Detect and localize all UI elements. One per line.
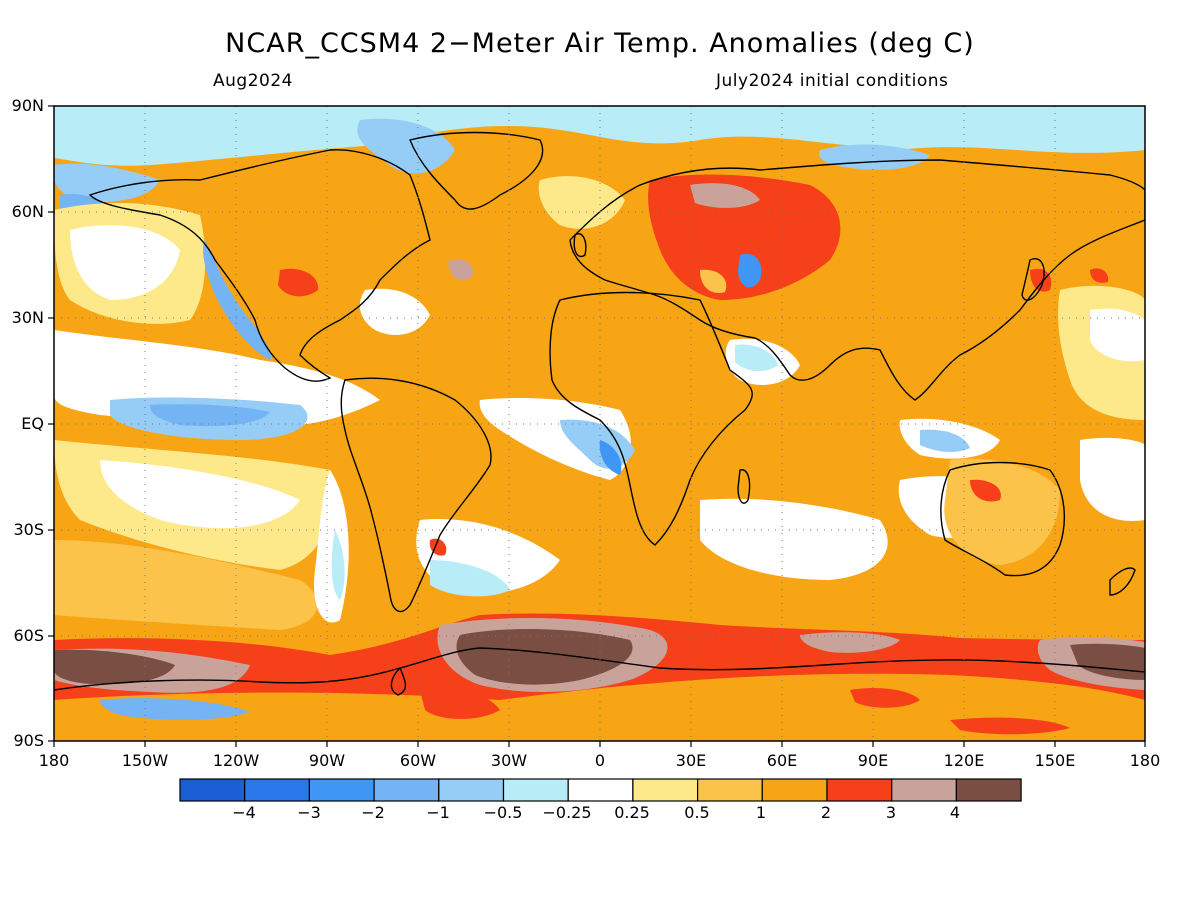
lat-label-90n: 90N (11, 96, 44, 115)
colorbar-label-m2: −2 (361, 803, 385, 822)
lon-label-90w: 90W (308, 751, 346, 770)
colorbar-label-m3: −3 (297, 803, 321, 822)
lon-label-30w: 30W (490, 751, 528, 770)
colorbar-swatch (826, 778, 893, 802)
colorbar-swatch (761, 778, 828, 802)
lat-label-90s: 90S (13, 731, 44, 750)
colorbar-swatch (179, 778, 246, 802)
graticule (54, 106, 1145, 741)
colorbar-swatch (308, 778, 375, 802)
colorbar-swatch (567, 778, 634, 802)
lon-label-180e: 180 (1129, 751, 1161, 770)
lon-label-60w: 60W (399, 751, 437, 770)
lon-label-120e: 120E (943, 751, 985, 770)
colorbar-label-m025: −0.25 (542, 803, 592, 822)
colorbar-label-05: 0.5 (684, 803, 710, 822)
colorbar (179, 778, 1022, 802)
colorbar-label-m1: −1 (426, 803, 450, 822)
lon-label-150e: 150E (1034, 751, 1076, 770)
lon-label-120w: 120W (212, 751, 260, 770)
lon-label-60e: 60E (766, 751, 798, 770)
colorbar-swatch (438, 778, 505, 802)
colorbar-label-4: 4 (949, 803, 961, 822)
colorbar-swatch (373, 778, 440, 802)
colorbar-label-m4: −4 (232, 803, 256, 822)
lon-label-150w: 150W (121, 751, 169, 770)
axis-ticks (48, 105, 1146, 747)
colorbar-label-2: 2 (820, 803, 832, 822)
coastlines (54, 131, 1145, 696)
colorbar-swatch (891, 778, 958, 802)
initial-conditions: July2024 initial conditions (716, 71, 949, 91)
colorbar-swatch (696, 778, 763, 802)
lon-label-90e: 90E (857, 751, 889, 770)
lat-label-60s: 60S (13, 626, 44, 645)
colorbar-label-m05: −0.5 (483, 803, 523, 822)
colorbar-swatch (244, 778, 310, 802)
colorbar-label-3: 3 (885, 803, 897, 822)
colorbar-swatch (502, 778, 569, 802)
lat-label-30n: 30N (11, 308, 44, 327)
lat-label-eq: EQ (21, 414, 44, 433)
forecast-month: Aug2024 (213, 71, 293, 91)
lon-label-180w: 180 (38, 751, 70, 770)
colorbar-swatch (955, 778, 1022, 802)
colorbar-swatch (632, 778, 699, 802)
lon-label-0: 0 (594, 751, 606, 770)
map-title: NCAR_CCSM4 2−Meter Air Temp. Anomalies (… (225, 28, 975, 59)
colorbar-label-025: 0.25 (614, 803, 650, 822)
lon-label-30e: 30E (675, 751, 707, 770)
lat-label-60n: 60N (11, 202, 44, 221)
lat-label-30s: 30S (13, 520, 44, 539)
colorbar-label-1: 1 (755, 803, 767, 822)
